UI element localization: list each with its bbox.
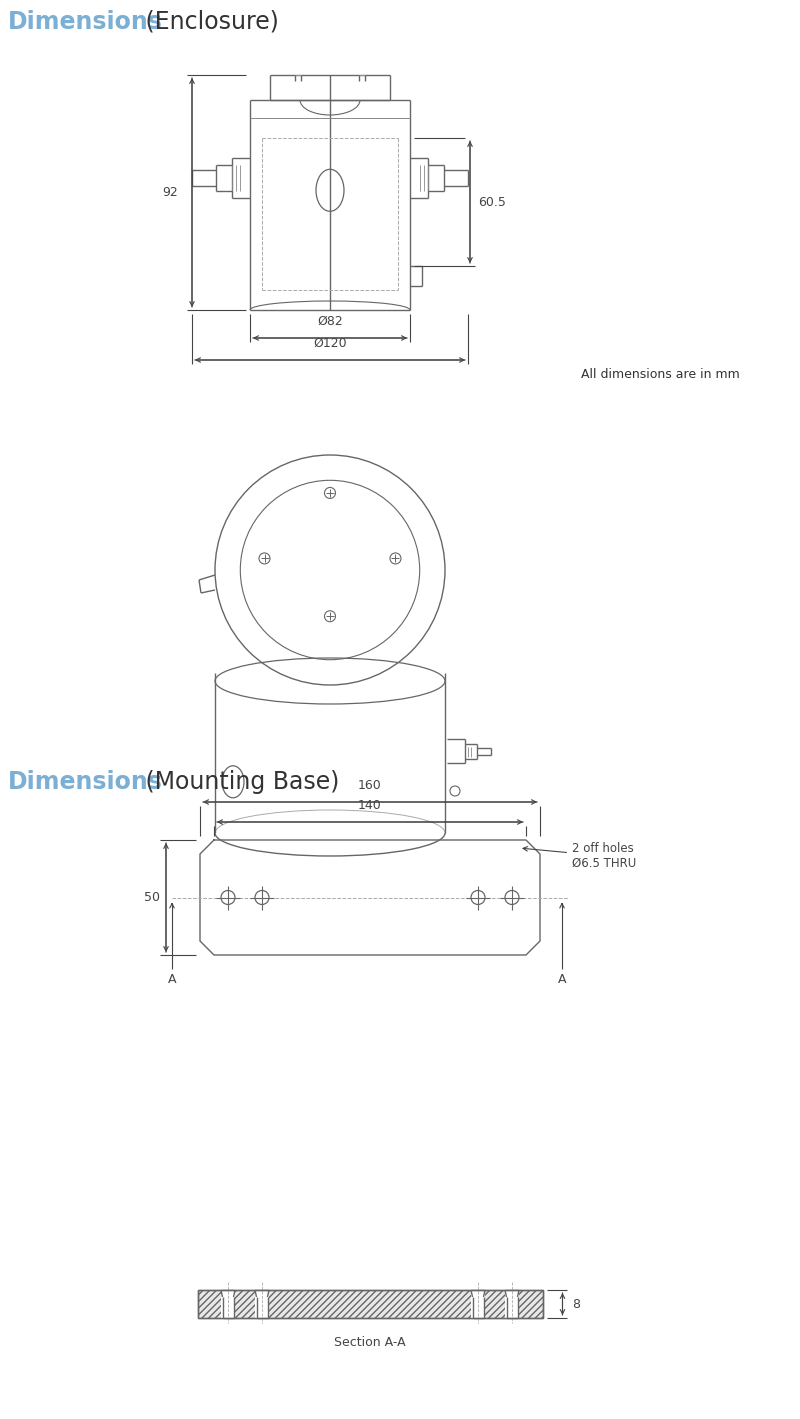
- Bar: [198, 1290, 542, 1318]
- Text: (Mounting Base): (Mounting Base): [138, 771, 339, 795]
- Bar: [221, 1290, 235, 1318]
- Text: Section A-A: Section A-A: [334, 1337, 406, 1349]
- Text: 8: 8: [573, 1297, 581, 1311]
- Text: A: A: [558, 973, 566, 986]
- Text: 160: 160: [358, 779, 382, 792]
- Text: 60.5: 60.5: [478, 196, 506, 209]
- Text: (Enclosure): (Enclosure): [138, 10, 279, 34]
- Text: Ø120: Ø120: [313, 336, 347, 350]
- Text: 50: 50: [144, 891, 160, 904]
- Text: 2 off holes
Ø6.5 THRU: 2 off holes Ø6.5 THRU: [523, 841, 636, 870]
- Text: Dimensions: Dimensions: [8, 771, 163, 795]
- Bar: [255, 1290, 269, 1318]
- Text: Ø82: Ø82: [317, 315, 343, 328]
- Bar: [471, 1290, 485, 1318]
- Text: Dimensions: Dimensions: [8, 10, 163, 34]
- Text: All dimensions are in mm: All dimensions are in mm: [582, 368, 740, 380]
- Bar: [505, 1290, 519, 1318]
- Text: 140: 140: [358, 799, 382, 812]
- Text: 92: 92: [162, 186, 178, 199]
- Text: A: A: [168, 973, 176, 986]
